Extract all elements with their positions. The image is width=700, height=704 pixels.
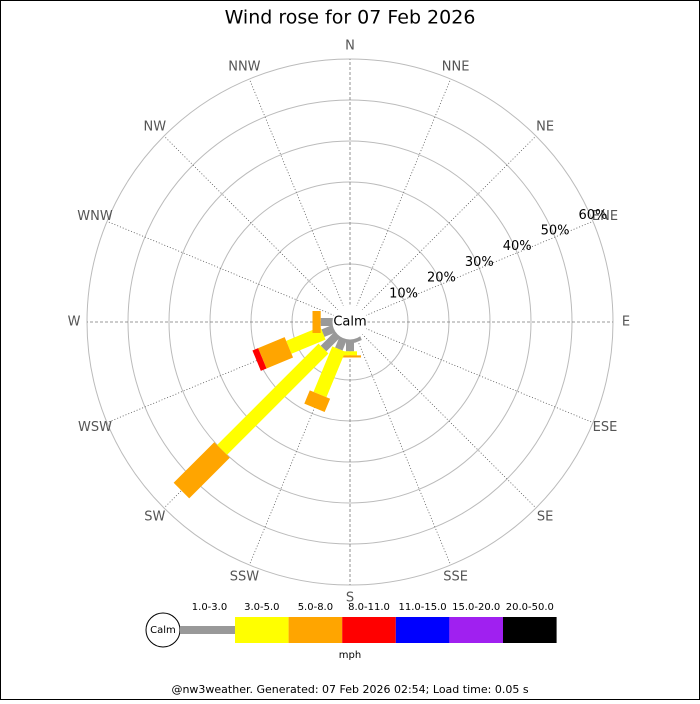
calm-circle (332, 304, 368, 340)
chart-title: Wind rose for 07 Feb 2026 (225, 7, 476, 29)
wind-bar (313, 346, 346, 398)
direction-label: W (68, 315, 81, 330)
wind-bar (321, 324, 336, 337)
legend-swatch (235, 617, 289, 643)
spoke (163, 135, 339, 311)
spoke (356, 78, 452, 307)
r-tick-label: 30% (465, 255, 494, 270)
direction-label: SE (537, 510, 553, 525)
direction-label: ENE (592, 209, 618, 224)
spoke (248, 337, 344, 566)
wind-bar (252, 348, 267, 371)
wind-bar (173, 442, 230, 499)
wind-bar (352, 336, 362, 344)
footer: @nw3weather. Generated: 07 Feb 2026 02:5… (171, 683, 528, 696)
r-tick-label: 50% (541, 224, 570, 239)
legend-label: 3.0-5.0 (244, 602, 279, 613)
legend-label: 5.0-8.0 (298, 602, 333, 613)
legend-label: 11.0-15.0 (399, 602, 447, 613)
r-tick-label: 60% (579, 208, 608, 223)
legend-label: 8.0-11.0 (348, 602, 390, 613)
calm-label: Calm (333, 315, 366, 330)
legend-swatch (449, 617, 503, 643)
direction-label: WNW (77, 209, 113, 224)
wind-bar (320, 331, 341, 352)
spoke (106, 328, 335, 424)
legend-unit: mph (339, 650, 361, 661)
legend-label: 20.0-50.0 (506, 602, 554, 613)
r-tick-label: 20% (427, 271, 456, 286)
spoke (365, 220, 594, 316)
spoke (356, 337, 452, 566)
wind-bar (217, 343, 329, 455)
spoke (248, 78, 344, 307)
spoke (361, 135, 537, 311)
r-tick-label: 10% (389, 286, 418, 301)
legend-swatch (342, 617, 396, 643)
direction-label: SSE (443, 569, 468, 584)
legend-calm-label: Calm (150, 625, 176, 636)
direction-label: SW (144, 510, 165, 525)
wind-bar (286, 326, 326, 354)
legend-swatch (288, 617, 343, 643)
r-tick-label: 40% (503, 239, 532, 254)
direction-label: S (346, 591, 354, 606)
direction-label: SSW (230, 569, 260, 584)
direction-label: NNE (442, 60, 470, 75)
legend-swatch (395, 617, 450, 643)
wind-bar (258, 337, 294, 369)
spoke (361, 333, 537, 509)
spoke (365, 328, 594, 424)
legend-swatch (503, 617, 557, 643)
legend-swatch (180, 626, 235, 634)
direction-label: WSW (78, 420, 112, 435)
spoke (106, 220, 335, 316)
direction-label: NW (144, 119, 167, 134)
direction-label: NE (536, 119, 554, 134)
direction-label: N (345, 39, 355, 54)
wind-bar (335, 336, 348, 351)
direction-label: E (622, 315, 630, 330)
grid-ring (168, 140, 532, 504)
direction-label: NNW (228, 60, 260, 75)
legend-label: 15.0-20.0 (452, 602, 500, 613)
direction-label: ESE (593, 420, 618, 435)
wind-bar (304, 390, 331, 412)
legend-label: 1.0-3.0 (192, 602, 227, 613)
